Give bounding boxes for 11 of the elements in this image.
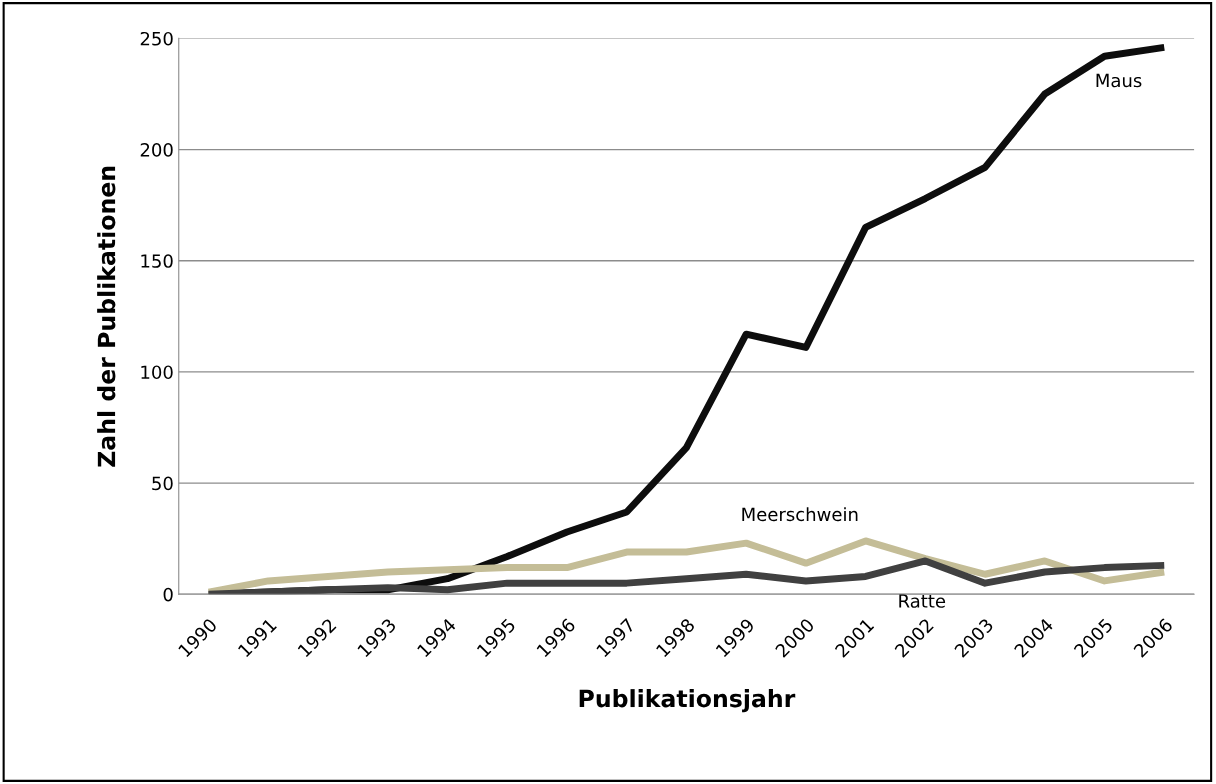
series-label: Meerschwein	[742, 507, 858, 522]
series-label: Ratte	[899, 594, 946, 608]
y-axis-title: Zahl der Publikationen	[97, 166, 116, 467]
y-tick-label: 250	[140, 31, 173, 46]
y-tick-label: 50	[152, 476, 173, 491]
y-tick-label: 100	[141, 365, 173, 380]
y-tick-label: 150	[141, 254, 173, 268]
series-label: Maus	[1096, 73, 1142, 88]
x-axis-title: Publikationsjahr	[579, 689, 796, 713]
y-tick-label: 0	[163, 587, 173, 602]
y-tick-label: 200	[140, 143, 173, 157]
